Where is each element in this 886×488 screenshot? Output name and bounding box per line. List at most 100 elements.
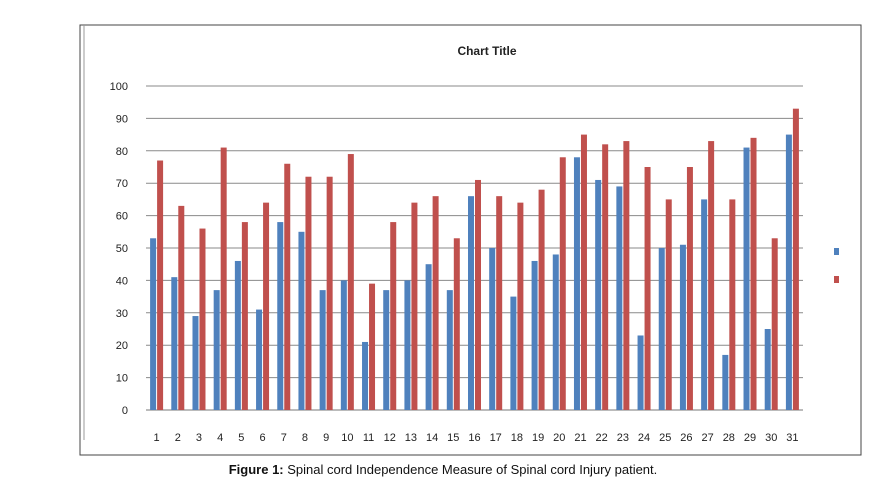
y-axis-ticks: 0 10 20 30 40 50 60 70 80 90 100 [110, 81, 128, 417]
bar-series-1-17 [489, 248, 496, 410]
x-tick-label: 3 [196, 432, 202, 444]
bar-series-1-26 [679, 244, 686, 410]
y-tick-label: 90 [116, 113, 128, 125]
bar-series-1-8 [298, 231, 305, 410]
bar-series-2-28 [729, 199, 736, 410]
bar-series-2-7 [284, 163, 291, 410]
chart-title: Chart Title [457, 44, 516, 58]
bar-series-2-26 [686, 167, 693, 410]
bar-series-1-14 [425, 264, 432, 410]
y-tick-label: 20 [116, 340, 128, 352]
bar-series-1-31 [785, 134, 792, 410]
bar-series-2-29 [750, 137, 757, 410]
caption-text: Spinal cord Independence Measure of Spin… [283, 462, 658, 477]
x-tick-label: 21 [574, 432, 586, 444]
bar-series-2-16 [475, 179, 481, 410]
x-tick-label: 20 [553, 432, 565, 444]
x-tick-label: 28 [723, 432, 735, 444]
bar-series-1-11 [362, 341, 369, 410]
bar-series-1-20 [552, 254, 559, 410]
y-tick-label: 50 [116, 243, 128, 255]
x-tick-label: 5 [238, 432, 244, 444]
bar-series-2-25 [665, 199, 672, 410]
bar-series-2-31 [792, 108, 799, 411]
bar-series-1-24 [637, 335, 644, 410]
x-tick-label: 26 [680, 432, 692, 444]
bar-series-1-4 [213, 290, 220, 410]
legend-swatch-series-2 [834, 276, 839, 283]
x-tick-label: 18 [511, 432, 523, 444]
bar-series-2-11 [369, 283, 376, 410]
x-axis-ticks: 1 2 3 4 5 6 7 8 9 10 11 12 13 14 15 16 17 18 19 20 21 22 23 24 2… [154, 432, 799, 444]
x-tick-label: 31 [786, 432, 798, 444]
x-tick-label: 24 [638, 432, 650, 444]
bar-series-1-2 [171, 277, 178, 410]
bar-series-2-10 [347, 154, 354, 410]
bar-series-1-13 [404, 280, 411, 410]
y-tick-label: 0 [122, 405, 128, 417]
bar-series-1-29 [743, 147, 750, 410]
bar-series-1-25 [658, 248, 665, 410]
bar-series-2-9 [326, 176, 333, 410]
bar-series-1-23 [616, 186, 623, 410]
bar-series-2-2 [178, 205, 185, 410]
bar-series-2-3 [199, 228, 206, 410]
bar-series-1-6 [256, 309, 263, 410]
x-tick-label: 19 [532, 432, 544, 444]
x-tick-label: 22 [596, 432, 608, 444]
x-tick-label: 10 [341, 432, 353, 444]
y-tick-label: 60 [116, 211, 128, 223]
y-tick-label: 80 [116, 146, 128, 158]
x-tick-label: 16 [468, 432, 480, 444]
bar-series-1-16 [468, 196, 474, 410]
bar-series-2-17 [496, 196, 503, 410]
bar-series-2-5 [241, 222, 248, 410]
bar-series-2-27 [708, 141, 715, 410]
bar-series-1-19 [531, 260, 538, 410]
bar-series-2-20 [559, 157, 566, 410]
bar-series-2-4 [220, 147, 227, 410]
bar-series-1-18 [510, 296, 517, 410]
bar-series-1-10 [340, 280, 347, 410]
x-tick-label: 4 [217, 432, 223, 444]
x-tick-label: 6 [260, 432, 266, 444]
x-tick-label: 25 [659, 432, 671, 444]
x-tick-label: 13 [405, 432, 417, 444]
bar-series-1-22 [595, 179, 602, 410]
bar-series-1-9 [319, 290, 326, 410]
bars [150, 108, 799, 411]
bar-series-2-24 [644, 167, 651, 410]
bar-series-1-7 [277, 222, 284, 410]
x-tick-label: 12 [384, 432, 396, 444]
gridlines [146, 85, 803, 411]
caption-label: Figure 1: [228, 462, 284, 477]
bar-series-1-1 [150, 238, 157, 410]
x-tick-label: 9 [323, 432, 329, 444]
bar-series-2-15 [453, 238, 460, 410]
y-tick-label: 70 [116, 178, 128, 190]
bar-series-1-12 [383, 290, 390, 410]
y-tick-label: 30 [116, 308, 128, 320]
bar-series-2-18 [517, 202, 524, 410]
bar-series-1-27 [701, 199, 708, 410]
bar-series-1-30 [764, 329, 771, 410]
x-tick-label: 14 [426, 432, 438, 444]
x-tick-label: 15 [447, 432, 459, 444]
bar-series-2-13 [411, 202, 418, 410]
bar-series-2-12 [390, 222, 397, 410]
x-tick-label: 23 [617, 432, 629, 444]
x-tick-label: 8 [302, 432, 308, 444]
bar-series-2-14 [432, 196, 439, 410]
x-tick-label: 27 [702, 432, 714, 444]
bar-series-2-23 [623, 141, 630, 410]
x-tick-label: 30 [765, 432, 777, 444]
y-tick-label: 100 [110, 81, 128, 93]
legend-swatch-series-1 [834, 248, 839, 255]
bar-series-1-28 [722, 354, 729, 410]
x-tick-label: 2 [175, 432, 181, 444]
bar-series-2-1 [157, 160, 164, 410]
legend [834, 248, 839, 283]
bar-series-2-21 [580, 134, 587, 410]
